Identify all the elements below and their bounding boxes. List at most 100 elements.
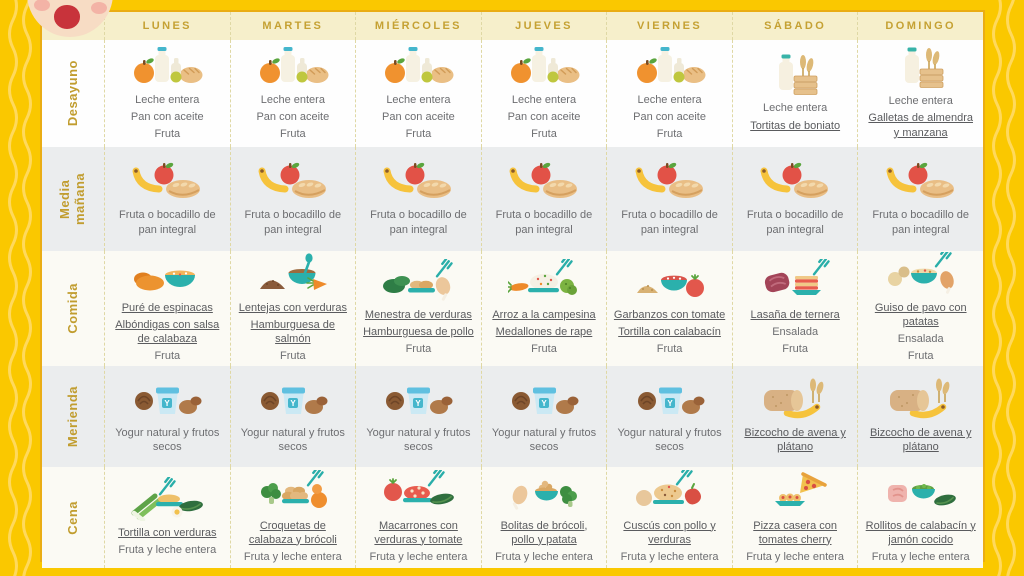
recipe-link[interactable]: Arroz a la campesina — [492, 308, 596, 321]
day-header-domingo: DOMINGO — [857, 12, 983, 40]
recipe-link[interactable]: Hamburguesa de pollo — [363, 325, 474, 338]
meal-text: Fruta — [405, 343, 432, 356]
meal-text: Leche entera — [763, 102, 828, 115]
cell-comida-jueves: Arroz a la campesina Medallones de rape Fr… — [480, 251, 607, 366]
recipe-link[interactable]: Cuscús con pollo y verduras — [623, 519, 716, 546]
milk-bread-fruit-icon — [507, 44, 581, 88]
recipe-link[interactable]: Croquetas de calabaza y brócoli — [248, 519, 337, 546]
meal-text: Fruta — [907, 350, 934, 363]
meal-text: Fruta o bocadillo de pan integral — [244, 209, 342, 236]
cell-media-manana-viernes: Fruta o bocadillo de pan integral — [606, 147, 732, 251]
right-wave-decoration — [992, 0, 1016, 576]
recipe-link[interactable]: Bolitas de brócoli, pollo y patata — [500, 519, 588, 546]
tomato-pasta-zucchini-icon — [381, 470, 455, 514]
lentils-carrot-icon — [256, 252, 330, 296]
recipe-link[interactable]: Lasaña de ternera — [750, 308, 840, 321]
meal-text: Fruta o bocadillo de pan integral — [370, 209, 467, 236]
day-header-sabado: SÁBADO — [731, 12, 858, 40]
puree-bowl-icon — [130, 252, 204, 296]
cell-merienda-lunes: Yogur natural y frutos secos — [104, 366, 230, 467]
recipe-link[interactable]: Guiso de pavo con patatas — [874, 301, 967, 328]
row-label-cena: Cena — [42, 467, 104, 569]
cell-media-manana-martes: Fruta o bocadillo de pan integral — [229, 147, 356, 251]
yogurt-nuts-icon — [130, 377, 204, 421]
meal-text: Leche entera — [637, 93, 702, 106]
recipe-link[interactable]: Hamburguesa de salmón — [250, 318, 336, 345]
meal-text: Pan con aceite — [633, 110, 706, 123]
day-header-miercoles: MIÉRCOLES — [355, 12, 481, 40]
cell-desayuno-miercoles: Leche entera Pan con aceite Fruta — [355, 40, 481, 147]
meal-text: Fruta — [531, 128, 557, 141]
meal-text: Yogur natural y frutos secos — [617, 426, 722, 453]
milk-bread-fruit-icon — [256, 44, 330, 88]
recipe-link[interactable]: Bizcocho de avena y plátano — [869, 426, 972, 453]
banana-apple-bread-icon — [256, 160, 330, 204]
row-label-text: Cena — [64, 500, 80, 535]
chicken-balls-broccoli-icon — [507, 470, 581, 514]
milk-bread-fruit-icon — [633, 44, 707, 88]
recipe-link[interactable]: Tortilla con calabacín — [618, 325, 721, 338]
banana-apple-bread-icon — [758, 160, 832, 204]
recipe-link[interactable]: Lentejas con verduras — [238, 301, 347, 314]
recipe-link[interactable]: Medallones de rape — [495, 325, 593, 338]
cell-merienda-miercoles: Yogur natural y frutos secos — [355, 366, 481, 467]
cell-desayuno-jueves: Leche entera Pan con aceite Fruta — [480, 40, 607, 147]
cell-cena-lunes: Tortilla con verduras Fruta y leche enter… — [104, 467, 230, 569]
day-header-jueves: JUEVES — [480, 12, 607, 40]
cell-merienda-viernes: Yogur natural y frutos secos — [606, 366, 732, 467]
meal-text: Leche entera — [386, 93, 451, 106]
row-label-text: Media mañana — [57, 172, 87, 226]
mascot-cheek-icon — [91, 2, 107, 14]
oat-cake-banana-icon — [758, 377, 832, 421]
cell-comida-miercoles: Menestra de verduras Hamburguesa de pollo… — [355, 251, 481, 366]
broccoli-croquettes-pumpkin-icon — [256, 470, 330, 514]
cell-cena-miercoles: Macarrones con verduras y tomate Fruta y … — [355, 467, 481, 569]
meal-text: Fruta — [154, 350, 181, 363]
day-header-viernes: VIERNES — [606, 12, 732, 40]
cell-cena-domingo: Rollitos de calabacín y jamón cocido Frut… — [857, 467, 983, 569]
cell-media-manana-domingo: Fruta o bocadillo de pan integral — [857, 147, 983, 251]
meal-text: Fruta y leche entera — [495, 550, 593, 563]
meal-text: Pan con aceite — [382, 110, 455, 123]
meal-text: Fruta y leche entera — [871, 550, 970, 563]
cell-cena-jueves: Bolitas de brócoli, pollo y patata Fruta … — [480, 467, 607, 569]
meal-text: Fruta y leche entera — [118, 543, 217, 556]
row-label-comida: Comida — [42, 251, 104, 366]
day-header-lunes: LUNES — [104, 12, 230, 40]
meal-text: Fruta — [280, 350, 306, 363]
recipe-link[interactable]: Tortilla con verduras — [118, 526, 217, 539]
meal-text: Fruta — [154, 128, 181, 141]
recipe-link[interactable]: Bizcocho de avena y plátano — [744, 426, 846, 453]
veggies-chicken-icon — [381, 259, 455, 303]
meal-text: Fruta y leche entera — [746, 550, 845, 563]
meal-text: Pan con aceite — [256, 110, 330, 123]
banana-apple-bread-icon — [633, 160, 707, 204]
meal-text: Leche entera — [260, 93, 325, 106]
meal-text: Fruta — [656, 128, 683, 141]
meal-text: Fruta o bocadillo de pan integral — [621, 209, 718, 236]
recipe-link[interactable]: Puré de espinacas — [121, 301, 213, 314]
recipe-link[interactable]: Pizza casera con tomates cherry — [753, 519, 837, 546]
cell-media-manana-miercoles: Fruta o bocadillo de pan integral — [355, 147, 481, 251]
milk-bread-fruit-icon — [381, 44, 455, 88]
cell-desayuno-sabado: Leche entera Tortitas de boniato — [731, 40, 858, 147]
recipe-link[interactable]: Menestra de verduras — [364, 308, 472, 321]
recipe-link[interactable]: Macarrones con verduras y tomate — [374, 519, 463, 546]
row-label-media-manana: Media mañana — [42, 147, 104, 251]
row-label-text: Desayuno — [64, 60, 80, 127]
recipe-link[interactable]: Galletas de almendra y manzana — [868, 112, 973, 139]
meal-text: Fruta o bocadillo de pan integral — [872, 209, 970, 236]
yogurt-nuts-icon — [633, 377, 707, 421]
meal-text: Fruta o bocadillo de pan integral — [746, 209, 844, 236]
recipe-link[interactable]: Garbanzos con tomate — [613, 308, 726, 321]
meal-text: Ensalada — [897, 333, 944, 345]
recipe-link[interactable]: Albóndigas con salsa de calabaza — [115, 318, 220, 345]
meal-text: Leche entera — [135, 93, 200, 106]
meal-text: Yogur natural y frutos secos — [115, 426, 220, 453]
mascot-mouth-icon — [54, 5, 80, 29]
meal-text: Fruta — [531, 343, 557, 356]
recipe-link[interactable]: Tortitas de boniato — [750, 119, 841, 132]
meal-text: Ensalada — [772, 325, 819, 338]
meal-text: Pan con aceite — [507, 110, 581, 123]
recipe-link[interactable]: Rollitos de calabacín y jamón cocido — [865, 519, 976, 546]
